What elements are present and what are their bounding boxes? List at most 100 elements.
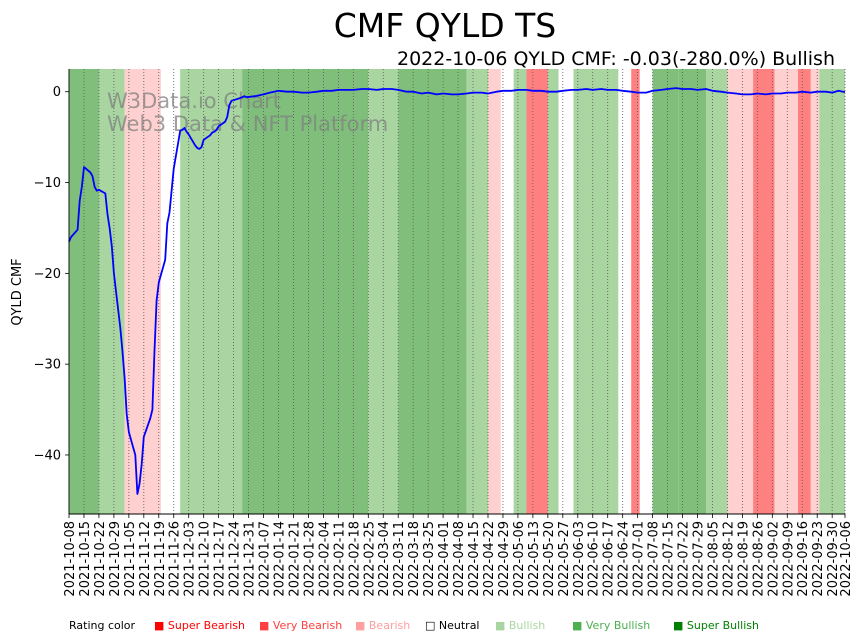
- legend-item: ■ Super Bullish: [673, 619, 759, 632]
- x-gridlines: [68, 69, 846, 514]
- rating-band-very_bearish: [526, 69, 548, 514]
- rating-band-bullish: [547, 69, 559, 514]
- x-tick-label: 2022-04-08: [452, 521, 467, 597]
- rating-band-neutral: [160, 69, 170, 514]
- rating-legend: Rating color ■ Super Bearish ■ Very Bearis…: [69, 619, 759, 632]
- x-tick-label: 2022-05-06: [512, 521, 527, 597]
- x-tick-label: 2022-06-10: [587, 521, 602, 597]
- legend-item: ■ Super Bearish: [154, 619, 245, 632]
- x-tick-label: 2022-09-09: [781, 521, 796, 597]
- rating-band-bullish: [98, 69, 125, 514]
- x-tick-label: 2022-03-11: [392, 521, 407, 597]
- rating-band-very_bearish: [797, 69, 811, 514]
- x-tick-label: 2022-02-25: [362, 521, 377, 597]
- x-tick-label: 2022-08-12: [721, 521, 736, 597]
- rating-band-very_bullish: [398, 69, 467, 514]
- x-tick-label: 2022-05-20: [542, 521, 557, 597]
- rating-band-bullish: [513, 69, 527, 514]
- x-tick-label: 2022-09-16: [796, 521, 811, 597]
- y-tick-label: −10: [34, 176, 61, 191]
- rating-band-neutral: [169, 69, 181, 514]
- x-tick-label: 2022-09-02: [766, 521, 781, 597]
- legend-item: ■ Bullish: [495, 619, 545, 632]
- rating-band-very_bearish: [631, 69, 640, 514]
- watermark: W3Data.io Chart Web3 Data & NFT Platform: [107, 89, 388, 136]
- chart-subtitle: 2022-10-06 QYLD CMF: -0.03(-280.0%) Bull…: [397, 48, 835, 70]
- rating-band-bullish: [706, 69, 728, 514]
- rating-band-bearish: [810, 69, 820, 514]
- x-tick-label: 2022-04-15: [467, 521, 482, 597]
- watermark-line-1: W3Data.io Chart: [107, 89, 281, 113]
- x-tick-label: 2022-07-22: [677, 521, 692, 597]
- rating-bands: [69, 69, 845, 514]
- x-tick-label: 2022-06-24: [617, 521, 632, 597]
- x-tick-label: 2022-01-21: [287, 521, 302, 597]
- x-tick-label: 2022-08-26: [751, 521, 766, 597]
- x-tick-label: 2022-09-30: [826, 521, 841, 597]
- x-tick-label: 2021-11-26: [168, 521, 183, 597]
- rating-band-bullish: [573, 69, 589, 514]
- rating-band-bearish: [487, 69, 501, 514]
- y-axis-label: QYLD CMF: [10, 258, 25, 325]
- x-tick-label: 2022-04-01: [437, 521, 452, 597]
- x-tick-label: 2022-05-13: [527, 521, 542, 597]
- cmf-line-series: [68, 87, 846, 495]
- rating-band-bullish: [180, 69, 217, 514]
- x-tick-label: 2022-03-25: [422, 521, 437, 597]
- x-tick-label: 2022-03-18: [407, 521, 422, 597]
- x-tick-label: 2022-08-05: [706, 521, 721, 597]
- x-tick-label: 2022-01-07: [258, 521, 273, 597]
- y-axis-ticks: 0 −10 −20 −30 −40: [34, 85, 69, 463]
- x-tick-label: 2022-07-29: [691, 521, 706, 597]
- x-tick-label: 2022-07-15: [662, 521, 677, 597]
- x-tick-label: 2022-07-01: [632, 521, 647, 597]
- x-tick-label: 2021-12-10: [198, 521, 213, 597]
- rating-band-bullish: [216, 69, 243, 514]
- legend-item: ■ Very Bearish: [259, 619, 342, 632]
- x-tick-label: 2022-04-22: [482, 521, 497, 597]
- y-tick-label: −20: [34, 267, 61, 282]
- x-tick-label: 2022-10-06: [839, 521, 854, 597]
- x-tick-label: 2021-11-05: [123, 521, 138, 597]
- chart-title: CMF QYLD TS: [334, 6, 557, 45]
- x-tick-label: 2021-12-24: [228, 521, 243, 597]
- rating-band-very_bearish: [753, 69, 775, 514]
- x-tick-label: 2021-10-22: [93, 521, 108, 597]
- x-tick-label: 2022-05-27: [557, 521, 572, 597]
- watermark-line-2: Web3 Data & NFT Platform: [107, 112, 388, 136]
- rating-band-neutral: [618, 69, 632, 514]
- rating-band-bearish: [774, 69, 798, 514]
- x-tick-label: 2022-02-18: [347, 521, 362, 597]
- x-tick-label: 2021-11-19: [153, 521, 168, 597]
- rating-band-very_bullish: [652, 69, 679, 514]
- x-tick-label: 2022-06-17: [602, 521, 617, 597]
- x-tick-label: 2022-07-08: [647, 521, 662, 597]
- x-tick-label: 2022-03-04: [377, 521, 392, 597]
- rating-band-neutral: [639, 69, 653, 514]
- x-axis-ticks: 2021-10-08 2021-10-15 2021-10-22 2021-10-29…: [63, 514, 854, 597]
- rating-band-neutral: [558, 69, 574, 514]
- legend-item: □ Neutral: [425, 619, 480, 632]
- axes: [68, 69, 845, 515]
- x-tick-label: 2022-08-19: [736, 521, 751, 597]
- y-tick-label: −40: [34, 448, 61, 463]
- rating-band-bullish: [466, 69, 488, 514]
- x-tick-label: 2021-12-31: [243, 521, 258, 597]
- x-tick-label: 2022-02-11: [332, 521, 347, 597]
- x-tick-label: 2022-09-23: [811, 521, 826, 597]
- legend-item: ■ Very Bullish: [572, 619, 650, 632]
- x-tick-label: 2022-04-29: [497, 521, 512, 597]
- x-tick-label: 2021-12-03: [183, 521, 198, 597]
- rating-band-bullish: [588, 69, 619, 514]
- x-tick-label: 2021-10-29: [108, 521, 123, 597]
- cmf-line: [68, 87, 846, 495]
- x-tick-label: 2022-06-03: [572, 521, 587, 597]
- y-tick-label: 0: [53, 85, 61, 100]
- x-tick-label: 2021-10-15: [78, 521, 93, 597]
- x-tick-label: 2021-10-08: [63, 521, 78, 597]
- rating-band-neutral: [500, 69, 514, 514]
- y-tick-label: −30: [34, 358, 61, 373]
- x-tick-label: 2022-01-28: [302, 521, 317, 597]
- x-tick-label: 2021-11-12: [138, 521, 153, 597]
